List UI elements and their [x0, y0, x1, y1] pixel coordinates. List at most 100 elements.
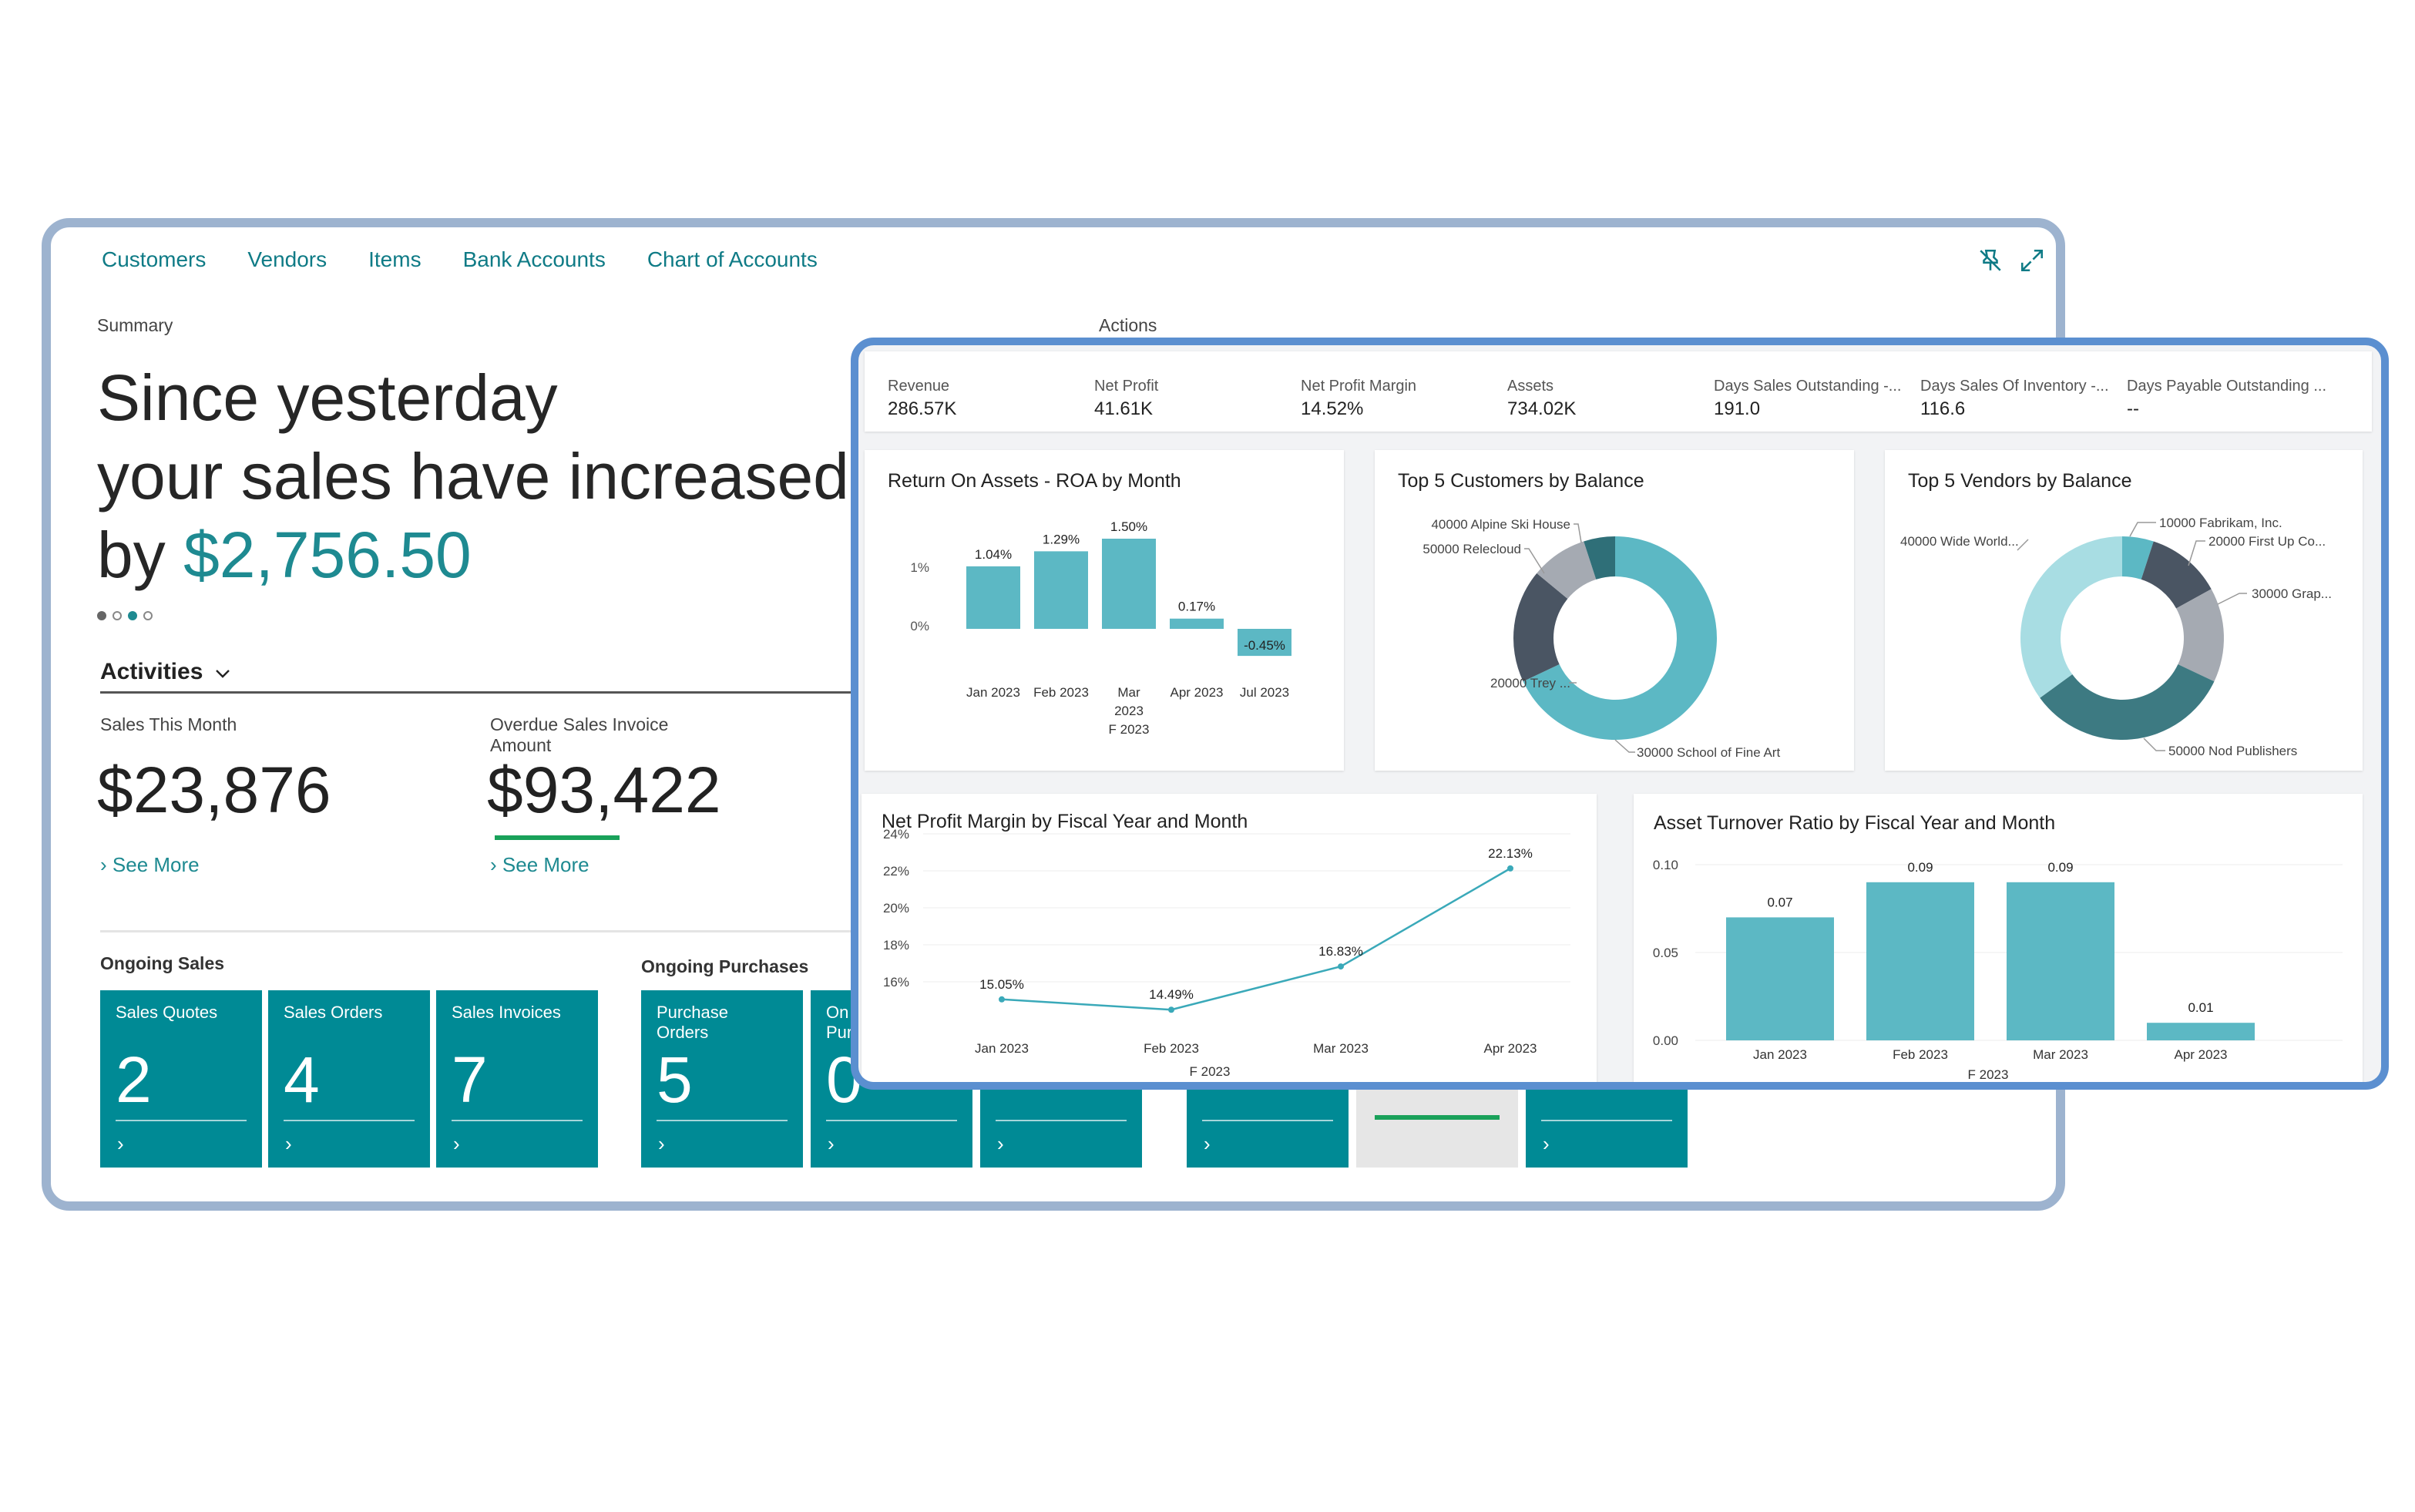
overdue-label-line-2: Amount [490, 735, 552, 755]
roa-bar [1034, 551, 1088, 629]
top-vendors-card[interactable]: Top 5 Vendors by Balance 10000 Fabrikam,… [1885, 450, 2363, 771]
activities-header[interactable]: Activities [100, 659, 231, 685]
data-label: 16.83% [1318, 944, 1363, 959]
nav-chart-of-accounts[interactable]: Chart of Accounts [647, 247, 818, 271]
x-tick-label: Apr 2023 [2175, 1047, 2228, 1062]
y-tick-label: 0.10 [1653, 858, 1678, 872]
carousel-dot[interactable] [97, 611, 106, 620]
chart-title: Net Profit Margin by Fiscal Year and Mon… [882, 811, 1248, 832]
net-profit-margin-card[interactable]: Net Profit Margin by Fiscal Year and Mon… [862, 794, 1597, 1082]
tile-label: Sales Quotes [116, 1003, 218, 1022]
donut-slice [1523, 536, 1717, 740]
leader-line [2017, 539, 2029, 551]
headline-by: by [97, 519, 184, 591]
data-point [1168, 1006, 1174, 1013]
tile-label-line-2: Orders [657, 1023, 709, 1042]
donut-slice [2122, 536, 2154, 580]
metric-days-sales-outstanding[interactable]: Days Sales Outstanding -... 191.0 [1714, 378, 1901, 420]
data-label: -0.45% [1244, 638, 1285, 653]
atr-bar [2147, 1023, 2255, 1040]
asset-turnover-card[interactable]: Asset Turnover Ratio by Fiscal Year and … [1634, 794, 2363, 1082]
x-tick-label: Jan 2023 [1753, 1047, 1807, 1062]
sales-this-month-value[interactable]: $23,876 [97, 754, 331, 826]
chevron-right-icon: › [828, 1132, 835, 1155]
tile-divider [826, 1120, 957, 1121]
roa-bar [1170, 618, 1224, 629]
carousel-dot[interactable] [128, 611, 137, 620]
overdue-status-bar [495, 835, 620, 840]
tile-divider [116, 1120, 247, 1121]
metric-label: Assets [1507, 378, 1554, 395]
sales-see-more-link[interactable]: › See More [100, 853, 200, 877]
donut-slice [1513, 573, 1568, 682]
tile-sales-quotes[interactable]: Sales Quotes 2 › [100, 990, 262, 1168]
metric-label: Days Sales Outstanding -... [1714, 378, 1902, 395]
unpin-icon[interactable] [1977, 247, 2004, 274]
x-tick-label: Feb 2023 [1893, 1047, 1948, 1062]
metric-assets[interactable]: Assets 734.02K [1507, 378, 1576, 420]
tile-sales-orders[interactable]: Sales Orders 4 › [268, 990, 430, 1168]
y-tick-label: 22% [883, 864, 909, 879]
carousel-dot[interactable] [143, 611, 153, 620]
chevron-right-icon: › [285, 1132, 292, 1155]
carousel-dots[interactable] [97, 611, 153, 620]
metric-days-payable-outstanding[interactable]: Days Payable Outstanding ... -- [2127, 378, 2326, 420]
chevron-right-icon: › [997, 1132, 1004, 1155]
expand-icon[interactable] [2019, 247, 2045, 274]
chart-title: Return On Assets - ROA by Month [888, 470, 1181, 492]
chart-title: Top 5 Customers by Balance [1398, 470, 1644, 492]
slice-label: 30000 School of Fine Art [1637, 745, 1780, 760]
nav-bank-accounts[interactable]: Bank Accounts [462, 247, 606, 271]
roa-chart-card[interactable]: Return On Assets - ROA by Month 1% 0% 1.04… [865, 450, 1344, 771]
tile-sales-invoices[interactable]: Sales Invoices 7 › [436, 990, 598, 1168]
leader-line [2143, 738, 2165, 751]
tile-label-line-2: Pur [826, 1023, 853, 1042]
tile-divider [1202, 1120, 1333, 1121]
overdue-value[interactable]: $93,422 [487, 754, 721, 826]
chevron-down-icon [215, 670, 230, 678]
leader-line [1614, 739, 1635, 753]
top-customers-card[interactable]: Top 5 Customers by Balance 30000 School … [1375, 450, 1854, 771]
metric-value: 286.57K [888, 398, 957, 419]
data-point [1338, 963, 1344, 970]
leader-line [1574, 523, 1582, 543]
carousel-dot[interactable] [113, 611, 122, 620]
x-tick-label: Jul 2023 [1240, 685, 1289, 700]
data-label: 0.01 [2188, 1000, 2213, 1015]
metric-label: Days Sales Of Inventory -... [1920, 378, 2109, 395]
nav-customers[interactable]: Customers [102, 247, 207, 271]
tile-value: 4 [284, 1043, 320, 1116]
metric-days-sales-inventory[interactable]: Days Sales Of Inventory -... 116.6 [1920, 378, 2109, 420]
roa-chart: 1% 0% 1.04% Jan 2023 1.29% Feb 2023 1.50% Mar 20… [910, 519, 1291, 737]
data-label: 14.49% [1149, 987, 1194, 1002]
summary-label: Summary [97, 315, 173, 335]
leader-line [2129, 522, 2156, 537]
donut-slice [1537, 541, 1597, 600]
metric-net-profit-margin[interactable]: Net Profit Margin 14.52% [1301, 378, 1416, 420]
ongoing-purchases-title: Ongoing Purchases [641, 956, 809, 976]
tile-value: 2 [116, 1043, 152, 1116]
nav-vendors[interactable]: Vendors [247, 247, 327, 271]
tile-label: Sales Orders [284, 1003, 383, 1022]
net-profit-margin-chart: 24% 22% 20% 18% 16% 15.05% Jan 2023 14.49% Feb 2… [883, 827, 1570, 1079]
overdue-see-more-link[interactable]: › See More [490, 853, 589, 877]
y-tick-label: 0.00 [1653, 1033, 1678, 1048]
y-tick-label: 16% [883, 975, 909, 990]
overdue-label-line-1: Overdue Sales Invoice [490, 714, 669, 734]
top-customers-donut: 30000 School of Fine Art 20000 Trey ... 50… [1422, 517, 1780, 760]
tile-divider [452, 1120, 583, 1121]
metric-revenue[interactable]: Revenue 286.57K [888, 378, 956, 420]
x-tick-label: Mar [1117, 685, 1140, 700]
y-tick-label: 0.05 [1653, 946, 1678, 960]
x-tick-label: 2023 [1114, 704, 1144, 718]
chevron-right-icon: › [117, 1132, 124, 1155]
metric-net-profit[interactable]: Net Profit 41.61K [1094, 378, 1158, 420]
nav-items[interactable]: Items [368, 247, 422, 271]
tile-purchase-orders[interactable]: Purchase Orders 5 › [641, 990, 803, 1168]
chart-title: Top 5 Vendors by Balance [1908, 470, 2132, 492]
atr-bar [2007, 882, 2114, 1040]
x-group-label: F 2023 [1190, 1064, 1231, 1079]
see-more-label: See More [502, 853, 589, 876]
donut-slice [2040, 664, 2215, 740]
chevron-right-icon: › [490, 853, 502, 876]
